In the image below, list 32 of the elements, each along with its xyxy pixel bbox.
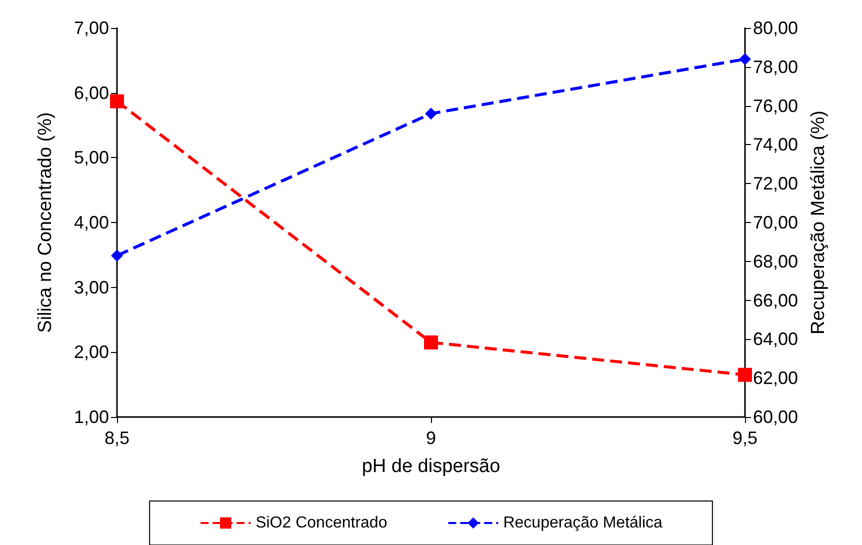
- y2-tick-label: 64,00: [753, 329, 798, 350]
- y2-tick-label: 66,00: [753, 290, 798, 310]
- point: [738, 368, 752, 382]
- point: [739, 53, 751, 66]
- x-tick-label: 9,5: [732, 428, 758, 448]
- point: [111, 250, 123, 262]
- legend-label: SiO2 Concentrado: [256, 514, 388, 532]
- y-axis-title: Silica no Concentrado (%): [35, 112, 56, 333]
- y2-tick-label: 62,00: [753, 368, 798, 388]
- y2-tick-label: 76,00: [753, 96, 798, 116]
- y-tick-label: 6,00: [74, 82, 109, 103]
- point: [425, 108, 437, 120]
- point: [110, 94, 124, 108]
- x-axis-title: pH de dispersão: [362, 456, 500, 477]
- x-tick-label: 9: [426, 428, 436, 448]
- y-tick-label: 4,00: [74, 212, 109, 232]
- y-tick-label: 5,00: [74, 148, 109, 168]
- y-tick-label: 3,00: [74, 277, 109, 298]
- y-tick-label: 7,00: [74, 18, 109, 38]
- y2-tick-label: 74,00: [753, 134, 798, 155]
- x-tick-label: 8,5: [104, 428, 130, 448]
- y2-axis-title: Recuperação Metálica (%): [808, 110, 829, 334]
- y2-tick-label: 70,00: [753, 212, 798, 232]
- y2-tick-label: 78,00: [753, 56, 798, 77]
- y2-tick-label: 72,00: [753, 174, 798, 194]
- legend-label: Recuperação Metálica: [503, 514, 663, 532]
- y2-tick-label: 60,00: [753, 407, 798, 427]
- y-tick-label: 1,00: [74, 407, 109, 427]
- y2-tick-label: 80,00: [753, 18, 798, 38]
- y-tick-label: 2,00: [74, 342, 109, 362]
- y2-tick-label: 68,00: [753, 251, 798, 272]
- point: [424, 335, 438, 350]
